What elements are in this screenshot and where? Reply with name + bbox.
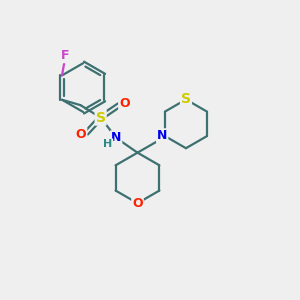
Text: N: N: [157, 129, 167, 142]
Text: F: F: [61, 49, 69, 62]
Text: H: H: [103, 140, 112, 149]
Text: N: N: [111, 131, 121, 144]
Text: S: S: [181, 92, 191, 106]
Text: O: O: [119, 97, 130, 110]
Text: O: O: [132, 197, 143, 210]
Text: S: S: [96, 111, 106, 124]
Text: O: O: [76, 128, 86, 141]
